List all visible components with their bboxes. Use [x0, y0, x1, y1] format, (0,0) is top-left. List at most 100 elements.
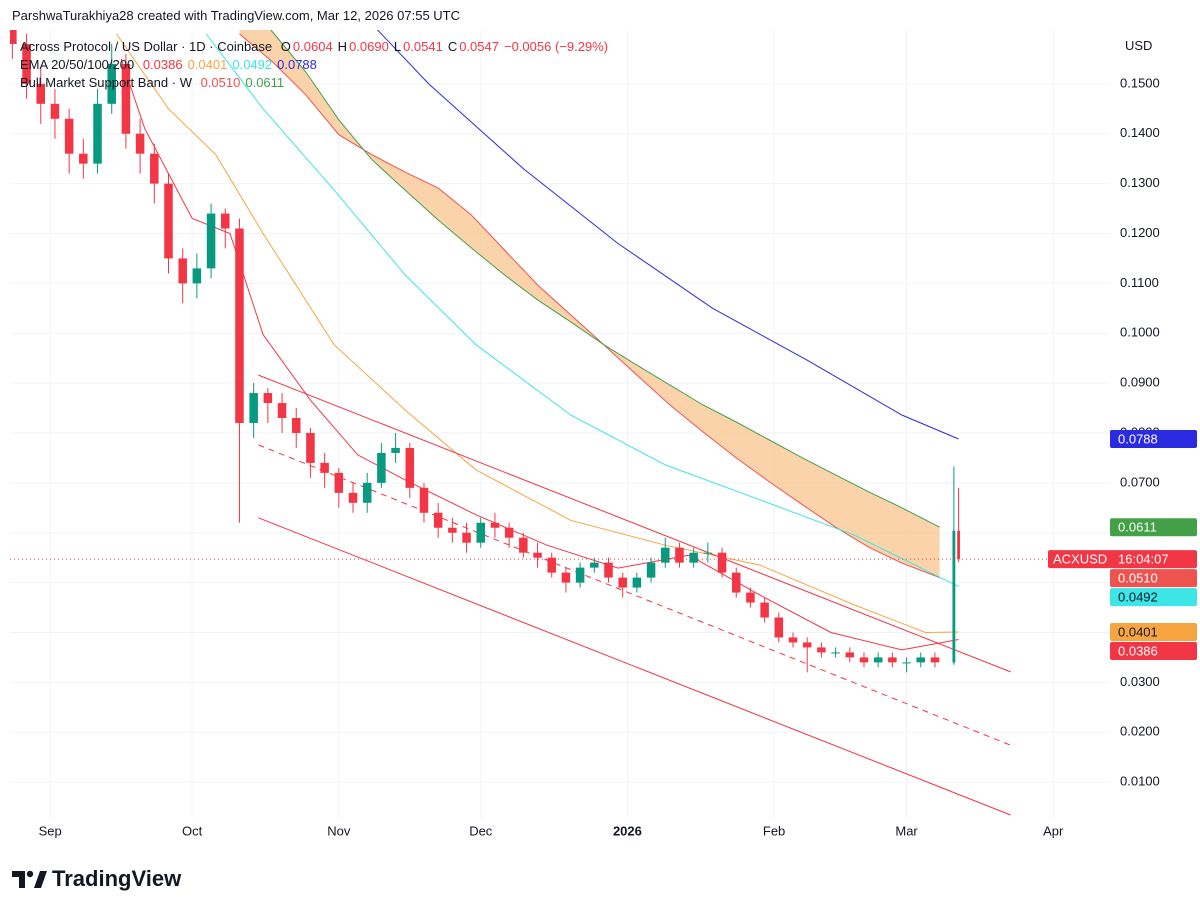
y-tick-label: 0.1400 — [1120, 125, 1160, 140]
trendline — [258, 444, 1011, 746]
x-tick-label: Mar — [895, 823, 918, 838]
candle-body — [79, 153, 88, 164]
candle-body — [802, 642, 812, 648]
change-value: −0.0056 (−9.29%) — [503, 39, 609, 54]
candle-body — [107, 63, 116, 104]
price-badge-label: 0.0510 — [1118, 571, 1158, 586]
ema-value: 0.0788 — [277, 57, 317, 72]
candle-body — [957, 530, 961, 560]
ohlc-value: 0.0547 — [459, 39, 499, 54]
price-badges: ACXUSD 16:04:07 0.0788 0.0611 0.0510 0.0492 0.… — [1048, 429, 1197, 660]
candle-body — [334, 472, 344, 493]
ema-value: 0.0492 — [232, 57, 273, 72]
credit: ParshwaTurakhiya28 created with TradingV… — [12, 8, 461, 23]
price-badge — [1110, 429, 1197, 448]
y-tick-label: 0.0100 — [1120, 774, 1160, 789]
price-badge — [1110, 622, 1197, 641]
candle-body — [263, 393, 273, 404]
candle-body — [952, 530, 956, 663]
ema-line — [205, 33, 959, 588]
candle-body — [746, 592, 755, 603]
candle-body — [788, 637, 798, 643]
ema-line — [120, 58, 959, 651]
candle-body — [192, 268, 202, 284]
candle-body — [221, 213, 230, 229]
candle-body — [391, 447, 400, 453]
candle-body — [306, 432, 315, 463]
x-tick-label: Sep — [39, 823, 62, 838]
candle-body — [490, 522, 500, 528]
price-badge — [1110, 588, 1197, 607]
candle-body — [859, 657, 869, 663]
candle-body — [277, 403, 287, 419]
y-tick-label: 0.1300 — [1120, 175, 1160, 190]
candle-body — [164, 183, 173, 259]
candle-body — [902, 662, 911, 664]
candle-body — [419, 487, 429, 513]
x-tick-label: Oct — [182, 823, 203, 838]
y-tick-label: 0.1100 — [1120, 275, 1159, 290]
candle-body — [618, 577, 627, 588]
symbol-badge — [1048, 550, 1197, 569]
price-badge — [1110, 641, 1197, 660]
candle-body — [22, 43, 31, 84]
countdown: 16:04:07 — [1118, 552, 1169, 567]
candle-body — [831, 652, 840, 654]
candle-body — [774, 617, 784, 638]
candle-body — [590, 562, 599, 568]
candle-body — [689, 552, 698, 563]
x-tick-label: 2026 — [613, 823, 642, 838]
x-tick-label: Nov — [327, 823, 351, 838]
candle-body — [50, 103, 60, 119]
y-tick-label: 0.0300 — [1120, 674, 1160, 689]
ohlc-key: L — [393, 39, 402, 54]
price-badge-label: 0.0611 — [1118, 520, 1157, 535]
ohlc-key: O — [280, 39, 291, 54]
candle-body — [547, 557, 556, 573]
trendline — [258, 374, 1011, 673]
candle-body — [64, 118, 74, 154]
price-badge-label: 0.0386 — [1118, 643, 1158, 658]
y-tick-label: 0.1500 — [1120, 75, 1160, 90]
candle-body — [533, 552, 542, 558]
candle-body — [646, 562, 656, 578]
candle-body — [845, 652, 855, 658]
ema-line — [376, 30, 959, 440]
candle-body — [731, 572, 741, 593]
axes: 0.01000.02000.03000.04000.05000.06000.07… — [39, 75, 1160, 838]
candle-body — [916, 657, 926, 663]
candle-body — [675, 547, 684, 563]
band-line — [239, 33, 940, 579]
candle-body — [377, 452, 386, 483]
price-badge-label: 0.0401 — [1118, 624, 1158, 639]
legend-main: Across Protocol / US Dollar · 1D · Coinb… — [20, 38, 613, 56]
candle-body — [320, 462, 329, 473]
candle-body — [462, 532, 471, 543]
symbol-label: ACXUSD — [1053, 552, 1107, 567]
tradingview-logo: TradingView — [12, 866, 182, 891]
candle-body — [604, 562, 613, 578]
y-tick-label: 0.0200 — [1120, 724, 1160, 739]
candle-body — [10, 30, 17, 44]
ema-value: 0.0401 — [187, 57, 228, 72]
price-badge — [1110, 569, 1197, 588]
x-tick-label: Feb — [763, 823, 785, 838]
candle-body — [504, 527, 514, 538]
candle-body — [661, 547, 670, 563]
candle-body — [206, 213, 216, 269]
x-tick-label: Dec — [469, 823, 493, 838]
candle-body — [405, 447, 415, 488]
candle-body — [348, 492, 358, 503]
symbol-title: Across Protocol / US Dollar · 1D · Coinb… — [20, 39, 273, 54]
band-fill — [239, 30, 940, 578]
band-value: 0.0510 — [200, 75, 241, 90]
candle-body — [150, 153, 159, 184]
legend-band: Bull Market Support Band · W 0.0510 0.061… — [20, 74, 289, 92]
candle-body — [717, 552, 727, 573]
grid — [10, 30, 1110, 818]
candle-body — [873, 657, 883, 663]
candle-body — [448, 527, 457, 533]
candle-body — [36, 83, 46, 104]
ohlc-key: H — [337, 39, 348, 54]
